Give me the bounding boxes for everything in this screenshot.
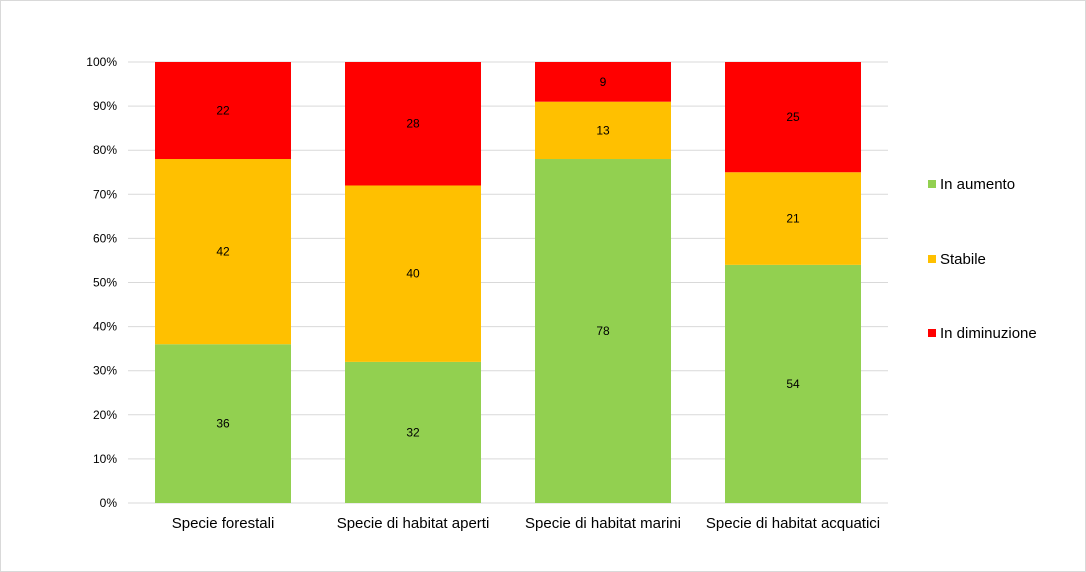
- bar-segment: [155, 159, 291, 345]
- data-label: 78: [596, 324, 610, 338]
- legend-item-in-diminuzione: In diminuzione: [928, 325, 1037, 342]
- x-tick-label: Specie forestali: [172, 515, 275, 532]
- y-tick-label: 30%: [93, 364, 117, 378]
- data-label: 42: [216, 245, 230, 259]
- bar-segment: [535, 62, 671, 102]
- y-tick-label: 10%: [93, 452, 117, 466]
- bar-segment: [155, 62, 291, 160]
- data-label: 28: [406, 117, 420, 131]
- data-label: 40: [406, 267, 420, 281]
- x-tick-label: Specie di habitat aperti: [337, 515, 490, 532]
- data-label: 25: [786, 110, 800, 124]
- bar-segment: [345, 185, 481, 362]
- legend-swatch-in-aumento: [928, 180, 936, 188]
- bar-segment: [725, 172, 861, 265]
- legend-swatch-in-diminuzione: [928, 329, 936, 337]
- legend-label-in-aumento: In aumento: [940, 176, 1016, 193]
- bar-segment: [725, 264, 861, 503]
- bar-segment: [155, 344, 291, 503]
- y-tick-label: 100%: [86, 55, 117, 69]
- data-label: 13: [596, 123, 610, 137]
- legend-label-stabile: Stabile: [940, 251, 986, 268]
- data-label: 32: [406, 425, 420, 439]
- x-tick-label: Specie di habitat marini: [525, 515, 681, 532]
- bar-segment: [535, 159, 671, 503]
- data-label: 21: [786, 212, 800, 226]
- y-tick-label: 80%: [93, 143, 117, 157]
- y-tick-label: 40%: [93, 320, 117, 334]
- y-tick-label: 50%: [93, 276, 117, 290]
- legend-swatch-stabile: [928, 255, 936, 263]
- bar-segment: [345, 62, 481, 186]
- y-tick-label: 60%: [93, 231, 117, 245]
- bar-segment: [345, 361, 481, 503]
- legend-item-in-aumento: In aumento: [928, 176, 1015, 193]
- legend-label-in-diminuzione: In diminuzione: [940, 325, 1037, 342]
- y-tick-label: 70%: [93, 187, 117, 201]
- data-label: 22: [216, 104, 230, 118]
- bar-segment: [725, 62, 861, 173]
- legend-item-stabile: Stabile: [928, 251, 986, 268]
- data-label: 9: [600, 75, 607, 89]
- y-tick-label: 20%: [93, 408, 117, 422]
- data-label: 54: [786, 377, 800, 391]
- y-tick-label: 0%: [100, 496, 118, 510]
- x-tick-label: Specie di habitat acquatici: [706, 515, 880, 532]
- bar-segment: [535, 101, 671, 160]
- y-tick-label: 90%: [93, 99, 117, 113]
- data-label: 36: [216, 417, 230, 431]
